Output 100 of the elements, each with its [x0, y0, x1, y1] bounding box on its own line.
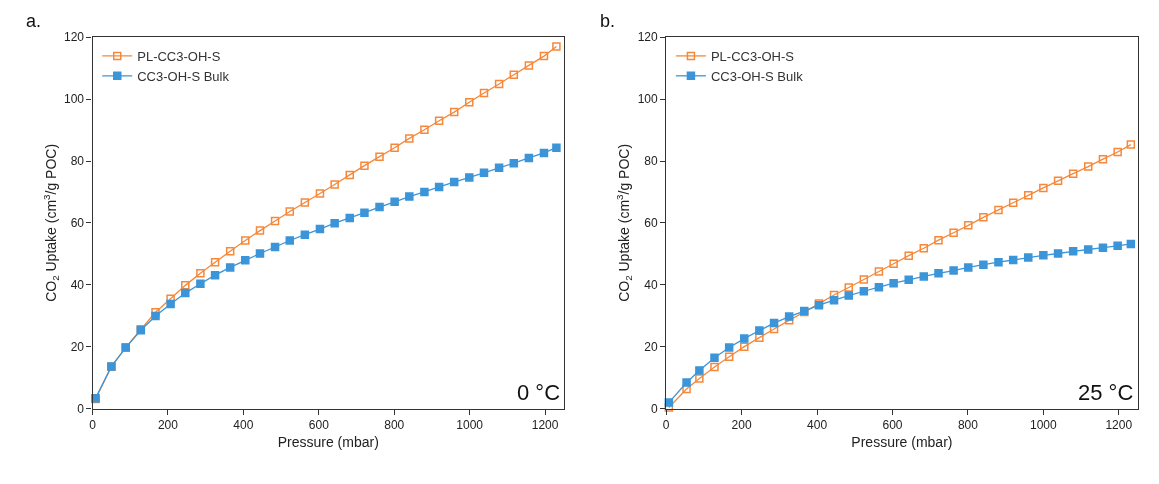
- point: [874, 267, 884, 276]
- point: [784, 312, 794, 321]
- point: [919, 272, 929, 281]
- point: [949, 228, 958, 238]
- point: [255, 226, 265, 235]
- point: [315, 224, 325, 234]
- point: [524, 61, 534, 70]
- point: [682, 378, 691, 387]
- point: [390, 197, 399, 207]
- point: [345, 213, 354, 223]
- point: [695, 374, 704, 383]
- x-tick-label: 200: [157, 418, 179, 432]
- point: [225, 247, 235, 256]
- point: [375, 152, 384, 161]
- point: [166, 299, 175, 309]
- point: [964, 221, 973, 230]
- point: [330, 180, 339, 189]
- point: [360, 161, 369, 170]
- point: [1083, 162, 1093, 171]
- x-tick-label: 800: [384, 418, 405, 432]
- point: [539, 51, 549, 61]
- y-tick-label: 0: [651, 401, 659, 416]
- point: [1126, 239, 1136, 249]
- point: [479, 88, 489, 98]
- point: [904, 275, 913, 285]
- point: [904, 251, 913, 260]
- point: [1053, 176, 1063, 186]
- y-tick-label: 120: [63, 30, 85, 45]
- x-tick-label: 200: [731, 418, 752, 432]
- point: [1098, 154, 1108, 164]
- point: [552, 42, 561, 51]
- point: [524, 153, 534, 163]
- point: [330, 218, 339, 228]
- text: b.: [600, 11, 616, 31]
- text: a.: [26, 11, 42, 31]
- point: [1008, 198, 1018, 208]
- y-tick-label: 100: [637, 92, 659, 107]
- y-tick-label: 60: [644, 216, 659, 231]
- point: [225, 263, 235, 272]
- y-tick-label: 80: [70, 154, 85, 169]
- point: [994, 257, 1003, 267]
- point: [889, 259, 898, 268]
- point: [552, 143, 561, 152]
- point: [844, 283, 853, 292]
- point: [1053, 249, 1063, 258]
- point: [664, 398, 674, 407]
- point: [724, 343, 734, 352]
- point: [1098, 243, 1108, 252]
- point: [375, 202, 384, 212]
- point: [270, 216, 280, 226]
- x-tick-label: 400: [233, 418, 254, 432]
- point: [934, 269, 943, 278]
- point: [859, 275, 869, 284]
- point: [196, 269, 205, 278]
- point: [405, 192, 414, 201]
- point: [210, 270, 220, 280]
- point: [740, 334, 749, 343]
- point: [1113, 241, 1122, 251]
- point: [405, 134, 414, 143]
- point: [241, 256, 250, 265]
- point: [1083, 245, 1093, 254]
- point: [465, 173, 474, 182]
- point: [434, 182, 444, 192]
- point: [509, 70, 519, 79]
- point: [889, 278, 898, 288]
- point: [539, 148, 549, 158]
- point: [390, 143, 399, 152]
- point: [151, 311, 160, 321]
- x-tick-label: 1000: [456, 418, 484, 432]
- y-tick-label: 20: [70, 339, 85, 354]
- point: [1024, 253, 1033, 262]
- point: [285, 236, 295, 245]
- x-axis-title: Pressure (mbar): [851, 434, 953, 451]
- point: [181, 281, 190, 290]
- y-tick-label: 0: [77, 401, 85, 416]
- point: [949, 266, 958, 275]
- x-tick-label: 800: [957, 418, 979, 432]
- y-tick-label: 40: [70, 277, 85, 292]
- point: [241, 236, 250, 245]
- point: [769, 318, 779, 328]
- x-tick-label: 600: [882, 418, 903, 432]
- legend-label: CC3-OH-S Bulk: [710, 68, 804, 84]
- point: [315, 189, 325, 198]
- y-tick-label: 40: [644, 277, 659, 292]
- point: [509, 158, 519, 168]
- point: [979, 260, 988, 269]
- point: [979, 213, 988, 222]
- point: [449, 177, 459, 187]
- legend-label: PL-CC3-OH-S: [137, 48, 221, 64]
- x-tick-label: 1200: [531, 418, 559, 432]
- point: [859, 287, 869, 296]
- point: [844, 291, 853, 300]
- point: [994, 205, 1003, 215]
- point: [1008, 255, 1018, 265]
- point: [196, 279, 205, 289]
- x-tick-label: 1000: [1030, 418, 1058, 432]
- point: [755, 333, 764, 342]
- x-tick-label: 600: [308, 418, 330, 432]
- point: [919, 243, 929, 253]
- point: [1068, 169, 1078, 178]
